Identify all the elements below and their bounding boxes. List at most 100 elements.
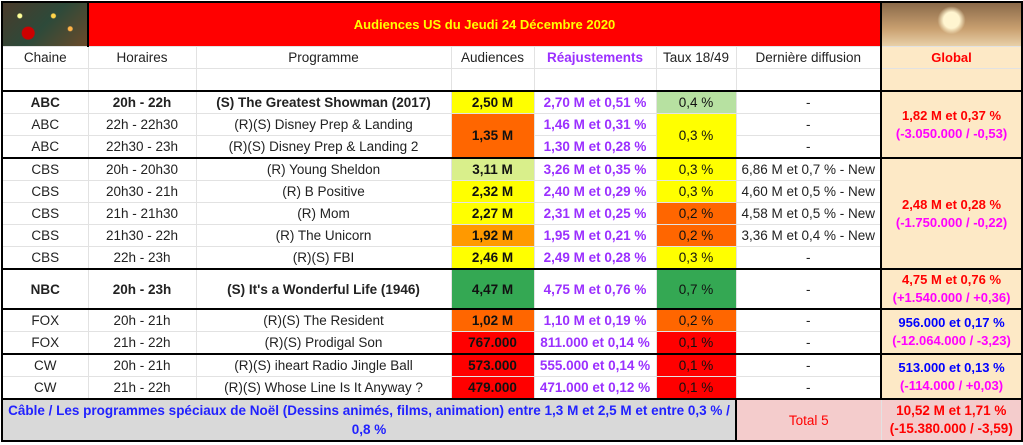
table-row: CBS 21h30 - 22h (R) The Unicorn 1,92 M 1,95 … bbox=[1, 224, 1022, 247]
horaires-cell: 22h - 22h30 bbox=[87, 113, 197, 136]
table-row: CBS 21h - 21h30 (R) Mom 2,27 M 2,31 M et 0,2… bbox=[1, 202, 1022, 225]
title-row: Audiences US du Jeudi 24 Décembre 2020 bbox=[1, 1, 1023, 47]
reajustement-cell: 1,95 M et 0,21 % bbox=[533, 224, 657, 247]
global-line2: (-12.064.000 / -3,23) bbox=[892, 332, 1011, 348]
header-programme: Programme bbox=[195, 46, 452, 69]
audience-cell: 767.000 bbox=[450, 331, 535, 355]
derniere-diffusion-cell: - bbox=[735, 90, 882, 114]
table-row: CBS 20h - 20h30 (R) Young Sheldon 3,11 M 3,2… bbox=[1, 157, 1023, 270]
chaine-cell: CW bbox=[1, 353, 89, 377]
audience-cell: 573.000 bbox=[450, 353, 535, 377]
chaine-cell: CBS bbox=[1, 224, 89, 247]
chaine-cell: FOX bbox=[1, 308, 89, 332]
total-line1: 10,52 M et 1,71 % bbox=[896, 403, 1007, 418]
global-cell: 4,75 M et 0,76 % (+1.540.000 / +0,36) bbox=[880, 268, 1023, 310]
horaires-cell: 22h - 23h bbox=[87, 246, 197, 270]
table-row: FOX 20h - 21h (R)(S) The Resident 1,02 M 1,1… bbox=[1, 308, 1023, 355]
global-cell: 1,82 M et 0,37 % (-3.050.000 / -0,53) bbox=[880, 90, 1023, 159]
taux-cell: 0,1 % bbox=[655, 376, 737, 400]
derniere-diffusion-cell: 3,36 M et 0,4 % - New bbox=[735, 224, 882, 247]
horaires-cell: 20h - 21h bbox=[87, 308, 197, 332]
horaires-cell: 21h - 22h bbox=[87, 376, 197, 400]
programme-cell: (S) The Greatest Showman (2017) bbox=[195, 90, 452, 114]
reajustement-cell: 555.000 et 0,14 % bbox=[533, 353, 657, 377]
taux-cell: 0,3 % bbox=[655, 157, 737, 181]
audience-cell: 2,50 M bbox=[450, 90, 535, 114]
audience-cell: 4,47 M bbox=[450, 268, 535, 310]
chaine-cell: NBC bbox=[1, 268, 89, 310]
derniere-diffusion-cell: 6,86 M et 0,7 % - New bbox=[735, 157, 882, 181]
horaires-cell: 20h - 21h bbox=[87, 353, 197, 377]
header-reajustements: Réajustements bbox=[533, 46, 657, 69]
derniere-diffusion-cell: 4,60 M et 0,5 % - New bbox=[735, 180, 882, 203]
global-line1: 4,75 M et 0,76 % bbox=[902, 272, 1002, 287]
global-line1: 1,82 M et 0,37 % bbox=[902, 107, 1002, 123]
global-cell: 2,48 M et 0,28 % (-1.750.000 / -0,22) bbox=[880, 157, 1023, 270]
audience-cell: 1,02 M bbox=[450, 308, 535, 332]
taux-cell: 0,3 % bbox=[655, 180, 737, 203]
taux-cell: 0,2 % bbox=[655, 224, 737, 247]
table-row: CW 20h - 21h (R)(S) iheart Radio Jingle Ba… bbox=[1, 353, 1023, 400]
audience-cell: 479.000 bbox=[450, 376, 535, 400]
global-cell: 956.000 et 0,17 % (-12.064.000 / -3,23) bbox=[880, 308, 1023, 355]
header-global: Global bbox=[880, 46, 1023, 69]
programme-cell: (R) The Unicorn bbox=[195, 224, 452, 247]
reajustement-cell: 2,40 M et 0,29 % bbox=[533, 180, 657, 203]
audience-cell: 1,35 M bbox=[450, 113, 535, 159]
chaine-cell: CBS bbox=[1, 157, 89, 181]
chaine-cell: CW bbox=[1, 376, 89, 400]
taux-cell: 0,2 % bbox=[655, 202, 737, 225]
table-row: ABC 22h - 22h30 (R)(S) Disney Prep & Landi… bbox=[1, 113, 1022, 159]
derniere-diffusion-cell: - bbox=[735, 308, 882, 332]
global-line1: 513.000 et 0,13 % bbox=[898, 359, 1005, 375]
reajustement-cell: 4,75 M et 0,76 % bbox=[533, 268, 657, 310]
horaires-cell: 20h - 22h bbox=[87, 90, 197, 114]
derniere-diffusion-cell: - bbox=[735, 353, 882, 377]
taux-cell: 0,3 % bbox=[655, 113, 737, 159]
horaires-cell: 21h30 - 22h bbox=[87, 224, 197, 247]
global-line2: (-114.000 / +0,03) bbox=[900, 377, 1004, 393]
programme-cell: (R)(S) iheart Radio Jingle Ball bbox=[195, 353, 452, 377]
horaires-cell: 20h - 23h bbox=[87, 268, 197, 310]
programme-cell: (R)(S) Disney Prep & Landing 2 bbox=[195, 135, 452, 159]
programme-cell: (R)(S) Prodigal Son bbox=[195, 331, 452, 355]
global-cell: 513.000 et 0,13 % (-114.000 / +0,03) bbox=[880, 353, 1023, 400]
programme-cell: (R)(S) Disney Prep & Landing bbox=[195, 113, 452, 136]
horaires-cell: 20h - 20h30 bbox=[87, 157, 197, 181]
global-line1: 2,48 M et 0,28 % bbox=[902, 196, 1002, 212]
derniere-diffusion-cell: 4,58 M et 0,5 % - New bbox=[735, 202, 882, 225]
reajustement-cell: 1,10 M et 0,19 % bbox=[533, 308, 657, 332]
derniere-diffusion-cell: - bbox=[735, 135, 882, 159]
reajustement-cell: 1,30 M et 0,28 % bbox=[533, 135, 657, 159]
global-line2: (-3.050.000 / -0,53) bbox=[895, 125, 1008, 141]
programme-cell: (R)(S) The Resident bbox=[195, 308, 452, 332]
table-row: CBS 20h30 - 21h (R) B Positive 2,32 M 2,40 M… bbox=[1, 180, 1022, 203]
programme-cell: (S) It's a Wonderful Life (1946) bbox=[195, 268, 452, 310]
header-horaires: Horaires bbox=[87, 46, 197, 69]
taux-cell: 0,4 % bbox=[655, 90, 737, 114]
horaires-cell: 21h - 22h bbox=[87, 331, 197, 355]
table-row: CW 21h - 22h (R)(S) Whose Line Is It Anywa… bbox=[1, 376, 1022, 400]
total-label: Total 5 bbox=[735, 398, 882, 442]
programme-cell: (R) Mom bbox=[195, 202, 452, 225]
taux-cell: 0,7 % bbox=[655, 268, 737, 310]
horaires-cell: 20h30 - 21h bbox=[87, 180, 197, 203]
header-chaine: Chaine bbox=[1, 46, 89, 69]
derniere-diffusion-cell: - bbox=[735, 331, 882, 355]
derniere-diffusion-cell: - bbox=[735, 268, 882, 310]
chaine-cell: CBS bbox=[1, 246, 89, 270]
derniere-diffusion-cell: - bbox=[735, 113, 882, 136]
blank-row bbox=[1, 68, 1023, 92]
taux-cell: 0,3 % bbox=[655, 246, 737, 270]
horaires-cell: 22h30 - 23h bbox=[87, 135, 197, 159]
header-audiences: Audiences bbox=[450, 46, 535, 69]
audience-cell: 2,27 M bbox=[450, 202, 535, 225]
audience-cell: 2,32 M bbox=[450, 180, 535, 203]
chaine-cell: CBS bbox=[1, 202, 89, 225]
programme-cell: (R)(S) Whose Line Is It Anyway ? bbox=[195, 376, 452, 400]
reajustement-cell: 3,26 M et 0,35 % bbox=[533, 157, 657, 181]
derniere-diffusion-cell: - bbox=[735, 246, 882, 270]
chaine-cell: ABC bbox=[1, 113, 89, 136]
